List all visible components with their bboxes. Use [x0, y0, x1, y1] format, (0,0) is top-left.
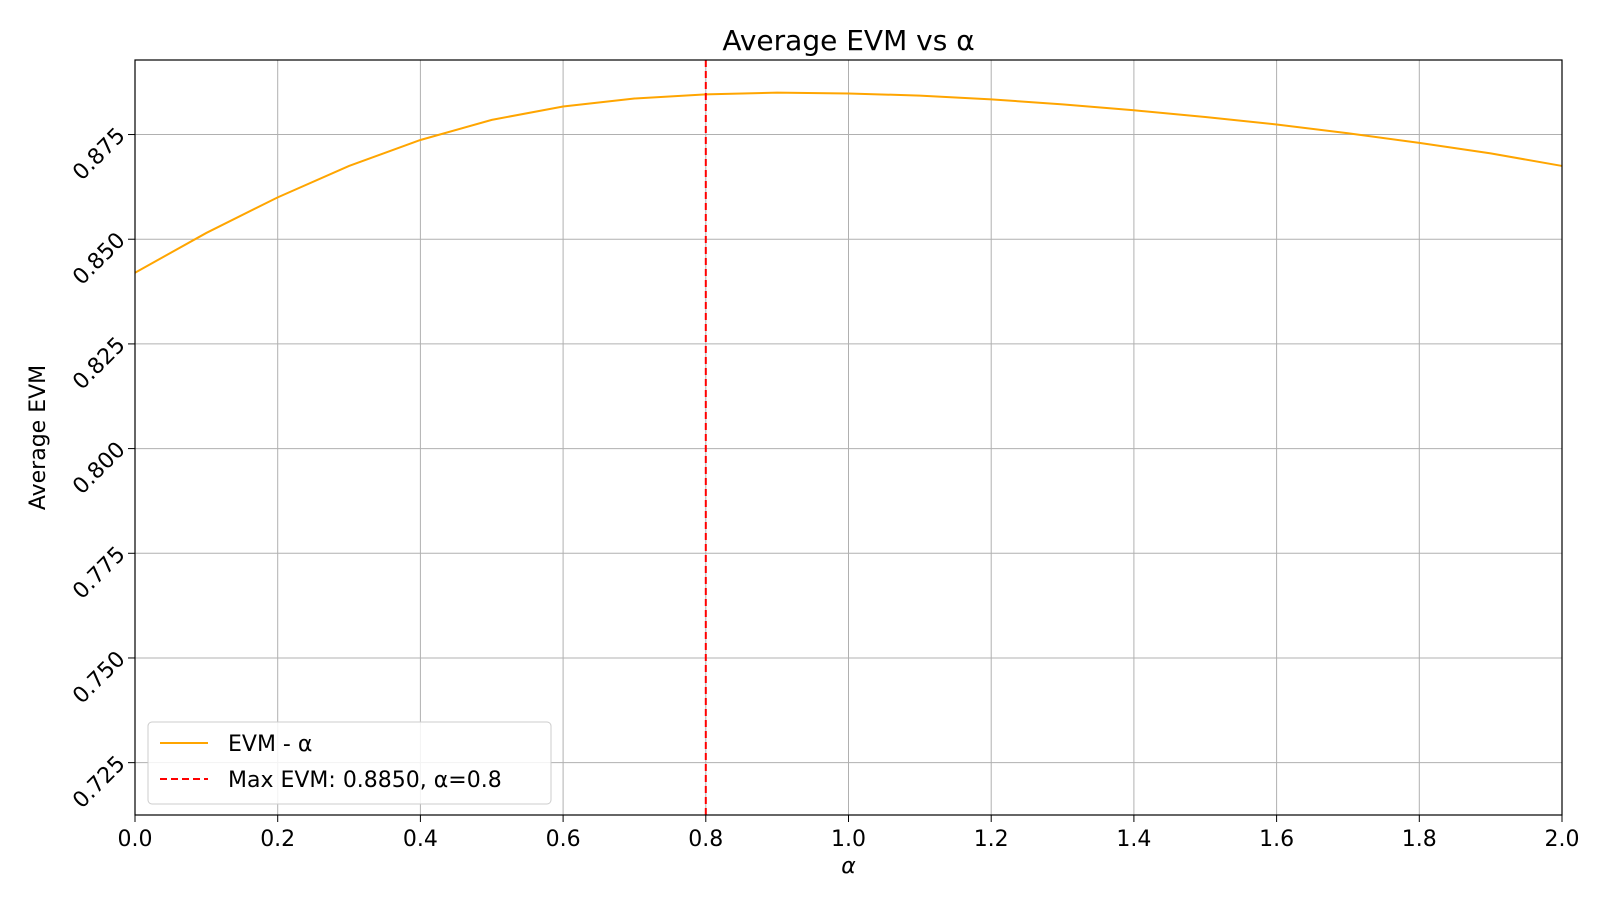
x-tick-label: 0.0	[118, 827, 153, 852]
x-tick-label: 0.2	[260, 827, 295, 852]
x-tick-label: 2.0	[1545, 827, 1580, 852]
x-tick-label: 1.0	[831, 827, 866, 852]
x-tick-label: 1.8	[1402, 827, 1437, 852]
x-tick-label: 0.8	[688, 827, 723, 852]
legend: EVM - α Max EVM: 0.8850, α=0.8	[147, 721, 552, 805]
x-tick-label: 1.4	[1116, 827, 1151, 852]
x-tick-label: 1.6	[1259, 827, 1294, 852]
x-axis-label: α	[841, 854, 856, 879]
legend-label-max-evm: Max EVM: 0.8850, α=0.8	[228, 768, 502, 793]
x-tick-label: 1.2	[974, 827, 1009, 852]
x-axis-ticks: 0.0 0.2 0.4 0.6 0.8 1.0 1.2 1.4 1.6 1.8 2.0	[118, 815, 1580, 852]
x-tick-label: 0.6	[546, 827, 581, 852]
x-tick-label: 0.4	[403, 827, 438, 852]
series-layer	[134, 60, 1563, 815]
y-axis-label: Average EVM	[26, 365, 51, 510]
series-line-evm	[134, 91, 1563, 274]
legend-box	[147, 721, 552, 805]
chart-title: Average EVM vs α	[722, 24, 974, 57]
legend-label-evm: EVM - α	[228, 732, 312, 757]
